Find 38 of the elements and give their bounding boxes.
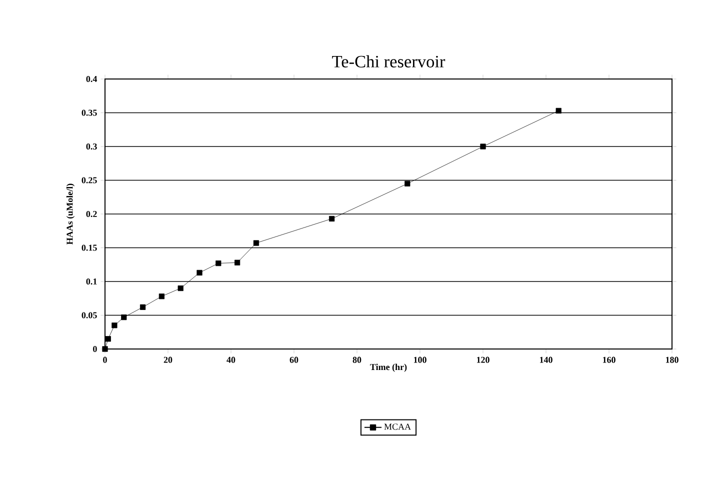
point [121,314,127,320]
y-tick-label: 0 [93,346,97,352]
x-tick-label: 20 [164,356,172,363]
point [140,304,146,310]
x-tick-label: 0 [103,356,107,363]
x-axis-title: Time (hr) [370,364,407,372]
x-tick-label: 120 [476,356,490,363]
y-tick-label: 0.35 [82,110,97,116]
x-tick-label: 60 [290,356,298,363]
chart-title: Te-Chi reservoir [332,55,446,68]
y-tick-label: 0.05 [82,312,97,318]
y-tick-label: 0.1 [86,278,97,285]
point [105,336,111,342]
point [234,260,240,266]
x-tick-label: 160 [602,356,616,363]
point [158,294,164,300]
point [404,180,410,186]
y-tick-label: 0.15 [82,244,97,251]
y-tick-label: 0.3 [86,143,97,150]
y-axis-title: HAAs (uMole/l) [66,184,75,244]
point [112,322,118,328]
y-tick-label: 0.4 [86,76,98,82]
point [480,144,486,150]
x-tick-label: 180 [666,356,678,363]
point [178,285,184,292]
y-tick-label: 0.2 [86,210,97,218]
point [329,216,335,222]
legend-label: MCAA [384,424,411,430]
point [556,108,562,114]
y-tick-label: 0.25 [82,177,97,184]
x-tick-label: 140 [540,356,552,363]
x-tick-label: 80 [352,356,362,363]
point [102,346,108,352]
point [196,270,202,276]
x-tick-label: 100 [414,356,426,363]
point [216,260,222,266]
point [253,240,259,246]
x-tick-label: 40 [226,356,236,363]
